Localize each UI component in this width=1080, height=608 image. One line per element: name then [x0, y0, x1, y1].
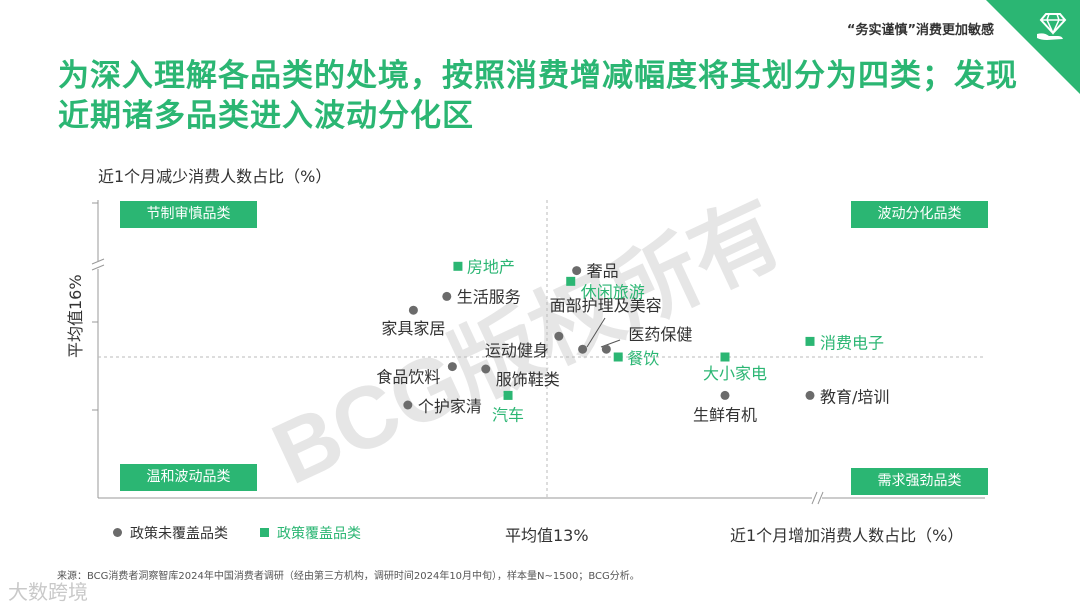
data-point-label: 食品饮料 [376, 368, 440, 387]
quadrant-label-top-right: 波动分化品类 [851, 201, 988, 228]
data-point [453, 261, 463, 271]
leader-line-face-care [586, 317, 606, 348]
legend-item-covered: 政策覆盖品类 [260, 523, 361, 543]
data-point [805, 336, 815, 346]
data-point-label: 生鲜有机 [693, 405, 757, 424]
data-point-label: 家具家居 [381, 319, 445, 338]
data-point [578, 344, 588, 354]
data-point [572, 266, 582, 276]
data-point-label: 服饰鞋类 [496, 370, 560, 389]
data-point [408, 305, 418, 315]
data-point-label: 休闲旅游 [581, 282, 645, 301]
data-point-label: 医药保健 [628, 325, 692, 344]
quadrant-label-bottom-right: 需求强劲品类 [851, 468, 988, 495]
data-point [403, 400, 413, 410]
data-point [554, 331, 564, 341]
data-point [481, 364, 491, 374]
data-point-label: 生活服务 [457, 287, 521, 306]
quadrant-label-top-left: 节制审慎品类 [120, 201, 257, 228]
legend-item-not-covered: 政策未覆盖品类 [113, 523, 228, 543]
data-point [447, 362, 457, 372]
legend-label-not-covered: 政策未覆盖品类 [130, 526, 228, 542]
data-point-label: 教育/培训 [820, 387, 889, 406]
data-point [503, 390, 513, 400]
legend-dot-icon [113, 528, 122, 537]
data-point-label: 运动健身 [485, 341, 549, 360]
data-point [442, 291, 452, 301]
data-point-label: 个护家清 [418, 397, 482, 416]
legend-label-covered: 政策覆盖品类 [277, 526, 361, 542]
data-point-label: 奢品 [587, 262, 619, 281]
data-point-label: 消费电子 [820, 333, 884, 352]
data-point-label: 餐饮 [627, 349, 659, 368]
data-point-label: 大小家电 [703, 364, 767, 383]
data-point [720, 390, 730, 400]
y-axis-break [91, 258, 105, 271]
source-note: 来源：BCG消费者洞察智库2024年中国消费者调研（经由第三方机构，调研时间20… [57, 571, 640, 582]
corner-accent [986, 0, 1080, 94]
y-axis-label: 近1个月减少消费人数占比（%） [98, 167, 332, 186]
data-point-label: 面部护理及美容 [550, 296, 662, 315]
page-title: 为深入理解各品类的处境，按照消费增减幅度将其划分为四类；发现近期诸多品类进入波动… [58, 58, 1018, 134]
x-average-label: 平均值13% [505, 526, 589, 545]
data-point-label: 房地产 [467, 257, 515, 276]
data-point [805, 390, 815, 400]
footer-watermark-logo: 大数跨境 [8, 580, 88, 604]
data-point [720, 352, 730, 362]
data-point [613, 352, 623, 362]
data-point [601, 344, 611, 354]
quadrant-label-bottom-left: 温和波动品类 [120, 464, 257, 491]
tagline: “务实谨慎”消费更加敏感 [846, 23, 994, 38]
x-axis-break [811, 491, 824, 505]
x-axis-label: 近1个月增加消费人数占比（%） [730, 526, 964, 545]
data-point [566, 276, 576, 286]
data-point-label: 汽车 [492, 405, 524, 424]
diamond-hand-icon [1037, 13, 1067, 40]
legend-square-icon [260, 528, 269, 537]
